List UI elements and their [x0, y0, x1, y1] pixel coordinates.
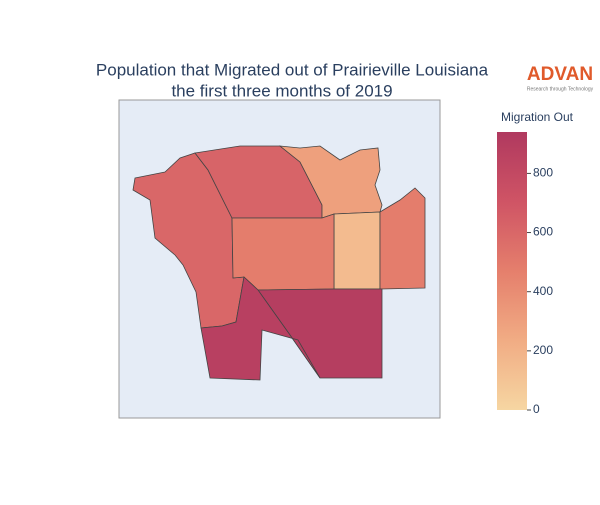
colorbar-tick-label: 0	[533, 402, 540, 416]
colorbar-tick-label: 600	[533, 225, 553, 239]
region	[333, 211, 381, 290]
colorbar-tick-label: 800	[533, 166, 553, 180]
chart-subtitle: the first three months of 2019	[171, 81, 392, 100]
colorbar-title: Migration Out	[501, 110, 574, 124]
region	[200, 276, 321, 381]
region	[231, 213, 335, 291]
colorbar	[497, 132, 527, 410]
logo: ADVAN	[527, 64, 593, 85]
colorbar-tick-label: 200	[533, 343, 553, 357]
chart-title: Population that Migrated out of Prairiev…	[96, 60, 489, 79]
logo-tagline: Research through Technology	[527, 86, 594, 92]
colorbar-tick-label: 400	[533, 284, 553, 298]
region	[278, 145, 383, 219]
